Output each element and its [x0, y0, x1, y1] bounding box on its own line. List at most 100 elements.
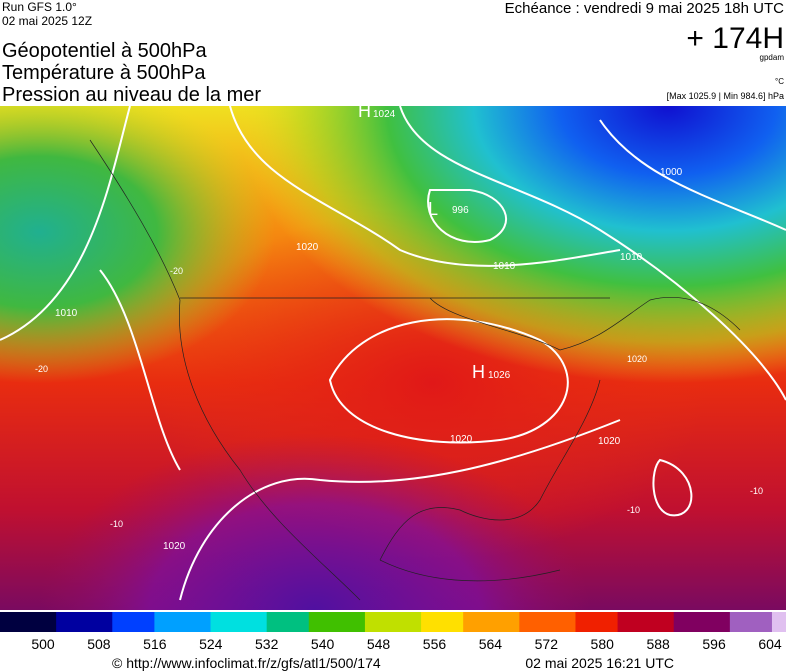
colorbar-swatch — [42, 612, 57, 632]
colorbar-swatch — [505, 612, 520, 632]
colorbar-swatch — [154, 612, 169, 632]
colorbar-tick-label: 564 — [479, 636, 503, 652]
colorbar-swatch — [140, 612, 155, 632]
colorbar-tick-label: 516 — [143, 636, 167, 652]
colorbar-swatch — [491, 612, 506, 632]
title-line: Pression au niveau de la mer — [2, 84, 261, 106]
colorbar-swatch — [435, 612, 450, 632]
colorbar-swatch — [575, 612, 590, 632]
map-label: 1024 — [373, 109, 396, 120]
colorbar-swatch — [673, 612, 689, 632]
colorbar-swatch — [659, 612, 675, 632]
map-label: L — [428, 199, 438, 219]
colorbar-swatch — [547, 612, 562, 632]
colorbar-swatch — [589, 612, 605, 632]
colorbar-swatch — [84, 612, 99, 632]
colorbar-tick-label: 548 — [367, 636, 391, 652]
colorbar-swatch — [533, 612, 548, 632]
colorbar-swatch — [757, 612, 773, 632]
pressure-range: [Max 1025.9 | Min 984.6] hPa — [667, 91, 784, 101]
colorbar-swatch — [280, 612, 296, 632]
colorbar-swatch — [519, 612, 534, 632]
colorbar-swatch — [617, 612, 633, 632]
map-label: 1020 — [163, 541, 186, 552]
colorbar-swatch — [463, 612, 478, 632]
colorbar-swatch — [771, 612, 786, 632]
colorbar-tick-label: 580 — [591, 636, 615, 652]
colorbar-swatch — [687, 612, 703, 632]
colorbar-swatch — [14, 612, 29, 632]
footer-timestamp: 02 mai 2025 16:21 UTC — [525, 655, 674, 671]
valid-time: Echéance : vendredi 9 mai 2025 18h UTC — [505, 0, 784, 17]
colorbar-tick-label: 604 — [758, 636, 782, 652]
colorbar: 500 508 516 524 532 540 548 556 564 572 580 588 596 6… — [0, 612, 786, 652]
colorbar-swatch — [56, 612, 71, 632]
colorbar-swatch — [364, 612, 380, 632]
colorbar-swatch — [393, 612, 408, 632]
colorbar-swatch — [196, 612, 212, 632]
colorbar-swatch — [350, 612, 366, 632]
title-line: Température à 500hPa — [2, 62, 206, 84]
colorbar-swatch — [701, 612, 717, 632]
map-label: -10 — [110, 519, 123, 529]
map-label: -20 — [35, 364, 48, 374]
colorbar-swatch — [182, 612, 197, 632]
colorbar-swatch — [28, 612, 43, 632]
colorbar-swatch — [308, 612, 324, 632]
colorbar-swatch — [729, 612, 745, 632]
colorbar-swatch — [168, 612, 183, 632]
colorbar-swatch — [743, 612, 759, 632]
map-field — [0, 106, 786, 610]
colorbar-tick-label: 596 — [702, 636, 726, 652]
colorbar-swatch — [407, 612, 422, 632]
colorbar-swatch — [378, 612, 394, 632]
colorbar-tick-label: 572 — [535, 636, 559, 652]
map-label: -20 — [170, 266, 183, 276]
map-label: 1000 — [660, 167, 683, 178]
run-date: 02 mai 2025 12Z — [2, 14, 92, 28]
run-label: Run GFS 1.0° — [2, 0, 77, 14]
colorbar-swatch — [252, 612, 268, 632]
map-label: -10 — [750, 486, 763, 496]
map-label: 1010 — [55, 308, 78, 319]
colorbar-swatch — [238, 612, 254, 632]
colorbar-swatch — [603, 612, 619, 632]
unit-temp: °C — [775, 77, 784, 86]
colorbar-swatch — [126, 612, 141, 632]
colorbar-swatch — [715, 612, 731, 632]
colorbar-swatch — [645, 612, 661, 632]
map-label: 996 — [452, 205, 469, 216]
map-label: H — [472, 362, 485, 382]
colorbar-tick-label: 524 — [199, 636, 223, 652]
unit-geo: gpdam — [760, 53, 785, 62]
colorbar-tick-label: 540 — [311, 636, 335, 652]
map-label: 1010 — [493, 261, 516, 272]
colorbar-swatch — [112, 612, 127, 632]
isobars — [0, 106, 786, 601]
colorbar-swatch — [477, 612, 492, 632]
map-label: 1020 — [296, 242, 319, 253]
colorbar-tick-label: 556 — [423, 636, 447, 652]
colorbar-swatch — [449, 612, 464, 632]
map-label: -10 — [627, 505, 640, 515]
colorbar-tick-label: 588 — [646, 636, 670, 652]
colorbar-swatch — [266, 612, 282, 632]
colorbar-swatch — [210, 612, 226, 632]
coastlines — [89, 139, 741, 601]
map-label: 1020 — [627, 354, 647, 364]
colorbar-swatch — [561, 612, 576, 632]
colorbar-swatch — [421, 612, 436, 632]
colorbar-swatch — [336, 612, 352, 632]
title-line: Géopotentiel à 500hPa — [2, 40, 207, 62]
map-label: 1026 — [488, 370, 511, 381]
map-label: 1020 — [598, 436, 621, 447]
colorbar-tick-label: 532 — [255, 636, 279, 652]
colorbar-swatch — [0, 612, 15, 632]
colorbar-swatch — [70, 612, 85, 632]
lead-time: + 174H — [686, 22, 784, 55]
map-label: H — [358, 101, 371, 121]
colorbar-tick-label: 500 — [31, 636, 55, 652]
map-label: 1020 — [450, 434, 473, 445]
